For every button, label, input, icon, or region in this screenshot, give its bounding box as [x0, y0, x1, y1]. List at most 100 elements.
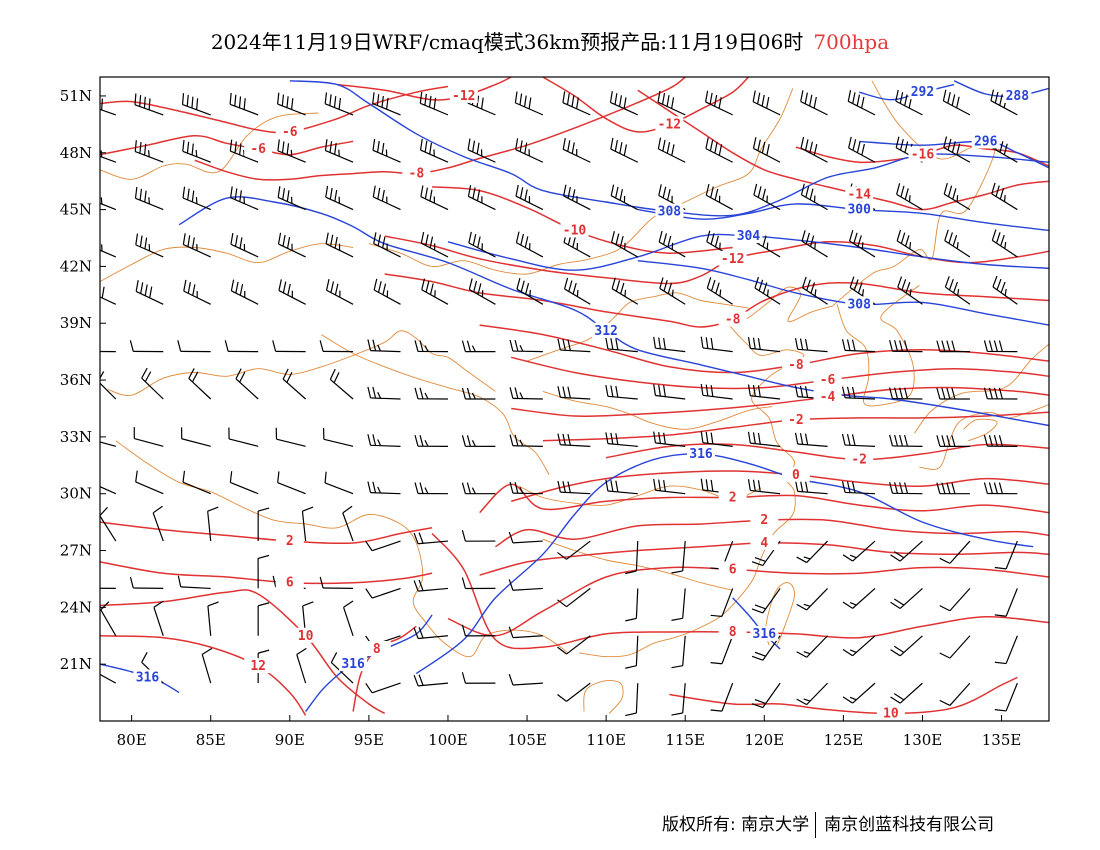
- temperature-contour: [510, 470, 1049, 503]
- wind-barb: [515, 138, 544, 163]
- x-tick-label: 115E: [665, 731, 705, 749]
- wind-barb: [751, 682, 781, 709]
- wind-barb: [896, 183, 923, 211]
- contour-label-bg: [655, 116, 684, 132]
- contour-label-bg: [845, 186, 874, 202]
- wind-barb: [983, 482, 1018, 495]
- wind-barb: [100, 197, 117, 211]
- title-main: 2024年11月19日WRF/cmaq模式36km预报产品:11月19日06时: [210, 30, 804, 54]
- temperature-contour-label: 0: [792, 468, 800, 483]
- wind-barb: [461, 624, 496, 637]
- wind-barb: [296, 647, 307, 684]
- wind-barb: [235, 368, 259, 400]
- height-contour: [637, 260, 1049, 326]
- wind-barb: [563, 184, 591, 211]
- wind-barb: [700, 336, 733, 353]
- copyright-owner-1: 南京大学: [741, 815, 810, 835]
- wind-barb: [342, 505, 354, 542]
- contour-label-bg: [275, 533, 304, 549]
- province-border: [832, 80, 996, 307]
- contour-label-bg: [718, 250, 747, 266]
- contour-label-bg: [291, 627, 320, 643]
- x-tick-label: 120E: [745, 731, 785, 749]
- wind-barb: [889, 482, 923, 495]
- chart-title: 2024年11月19日WRF/cmaq模式36km预报产品:11月19日06时 7…: [0, 26, 1100, 55]
- province-border: [542, 538, 733, 591]
- wind-barb: [420, 231, 449, 258]
- wind-barb: [944, 276, 971, 305]
- wind-barb: [747, 479, 781, 495]
- province-border: [963, 418, 998, 442]
- wind-barb: [890, 540, 923, 562]
- contour-label-bg: [275, 574, 304, 590]
- contour-label-bg: [845, 201, 874, 217]
- temperature-contour-label: 2: [286, 534, 294, 549]
- temperature-contour-label: -10: [563, 223, 587, 238]
- wind-barb: [257, 554, 270, 589]
- wind-barb: [461, 435, 496, 447]
- temperature-contour: [100, 635, 307, 716]
- wind-barb: [605, 337, 638, 353]
- wind-barb: [890, 682, 923, 704]
- wind-barb: [706, 277, 733, 305]
- province-border: [579, 286, 833, 658]
- wind-barb: [277, 232, 306, 258]
- temperature-contour-label: 8: [729, 625, 737, 640]
- wind-barb: [134, 140, 164, 163]
- wind-barb: [275, 427, 306, 447]
- wind-barb: [653, 384, 686, 400]
- temperature-contour-label: 8: [373, 642, 381, 657]
- wind-barb: [605, 432, 638, 447]
- wind-barb: [842, 540, 876, 562]
- wind-barb: [277, 186, 306, 211]
- wind-barb: [994, 682, 1018, 712]
- wind-barb: [100, 506, 117, 542]
- wind-barb: [413, 627, 449, 640]
- wind-barb: [461, 387, 496, 400]
- wind-barb: [841, 386, 876, 400]
- height-contour-label: 316: [341, 657, 365, 672]
- wind-barb: [752, 90, 781, 116]
- copyright-prefix: 版权所有:: [662, 815, 742, 835]
- wind-barb: [557, 682, 591, 702]
- wind-barb: [141, 367, 164, 400]
- wind-barb: [700, 383, 733, 400]
- wind-barb: [992, 275, 1018, 305]
- wind-barb: [467, 185, 496, 211]
- wind-barb: [796, 682, 828, 706]
- wind-barb: [848, 136, 876, 163]
- wind-barb: [671, 588, 686, 621]
- x-tick-label: 85E: [196, 731, 226, 749]
- wind-barb: [936, 387, 970, 400]
- contour-label-bg: [244, 658, 273, 674]
- wind-barb: [747, 337, 781, 353]
- wind-barb: [936, 482, 970, 495]
- wind-barb: [671, 541, 686, 574]
- wind-barb: [710, 635, 734, 665]
- wind-barb: [747, 384, 781, 400]
- temperature-contour-label: -4: [820, 390, 836, 405]
- wind-barb: [605, 384, 638, 400]
- contour-label-bg: [592, 322, 621, 338]
- wind-barb: [152, 505, 164, 542]
- wind-barb: [367, 481, 401, 495]
- wind-barb: [705, 137, 733, 163]
- wind-barb: [182, 186, 211, 211]
- wind-barb: [983, 387, 1018, 400]
- contour-label-bg: [275, 123, 304, 139]
- wind-barb: [135, 233, 164, 258]
- wind-barb: [414, 482, 448, 495]
- height-contour: [637, 203, 1049, 232]
- axis-ticks: 80E 85E 90E 95E 100E 105E 110E 115E 120E 125E 130E…: [60, 87, 1022, 749]
- y-tick-label: 30N: [60, 485, 92, 503]
- wind-barb: [365, 587, 401, 599]
- x-tick-label: 135E: [982, 731, 1022, 749]
- wind-barb: [468, 278, 496, 305]
- y-tick-label: 36N: [60, 371, 92, 389]
- wind-barb: [671, 635, 686, 669]
- wind-barb: [100, 673, 117, 684]
- wind-barb: [229, 92, 259, 116]
- wind-barb: [414, 387, 448, 400]
- contour-label-bg: [908, 84, 937, 100]
